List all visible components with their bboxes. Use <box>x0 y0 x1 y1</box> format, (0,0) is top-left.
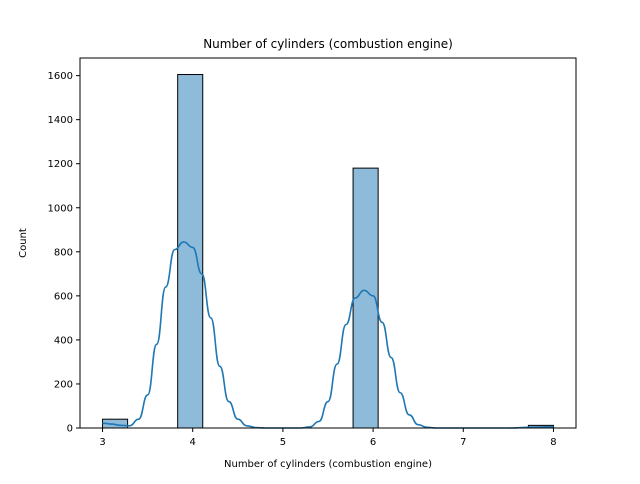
histogram-bars <box>102 74 554 429</box>
x-tick-label: 4 <box>190 437 196 448</box>
kde-line <box>102 241 554 429</box>
y-tick-label: 600 <box>54 291 73 302</box>
x-tick-label: 3 <box>99 437 105 448</box>
y-tick-label: 0 <box>67 424 73 435</box>
x-axis-ticks: 3 4 5 6 7 8 <box>99 428 557 448</box>
y-tick-label: 1600 <box>48 71 73 82</box>
y-tick-label: 400 <box>54 335 73 346</box>
y-tick-label: 200 <box>54 379 73 390</box>
x-tick-label: 6 <box>370 437 376 448</box>
y-tick-label: 1000 <box>48 203 73 214</box>
y-tick-label: 1200 <box>48 159 73 170</box>
x-tick-label: 5 <box>280 437 286 448</box>
y-tick-label: 800 <box>54 247 73 258</box>
y-axis-ticks: 0 200 400 600 800 1000 1200 1400 1600 <box>48 71 80 435</box>
plot-frame <box>79 57 577 429</box>
x-tick-label: 7 <box>460 437 466 448</box>
histogram-bar <box>177 74 204 429</box>
x-axis-label: Number of cylinders (combustion engine) <box>224 459 432 470</box>
y-tick-label: 1400 <box>48 115 73 126</box>
chart-title: Number of cylinders (combustion engine) <box>203 37 453 51</box>
y-axis-label: Count <box>18 228 29 258</box>
x-tick-label: 8 <box>550 437 556 448</box>
